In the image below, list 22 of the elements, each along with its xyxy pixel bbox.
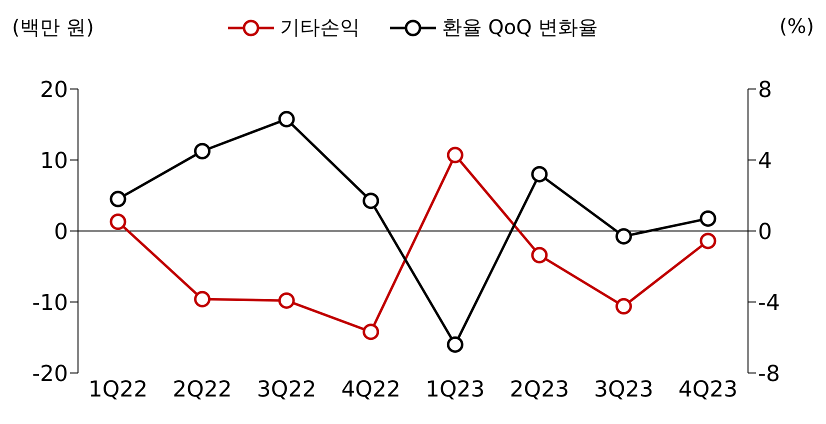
y2-tick-label: 0 <box>758 220 772 245</box>
y-tick-label: 10 <box>40 148 68 174</box>
y2-tick-label: 4 <box>758 148 772 174</box>
y-tick-label: 0 <box>54 220 68 245</box>
legend-label: 환율 QoQ 변화율 <box>440 14 598 41</box>
y2-tick-label: -4 <box>758 290 780 316</box>
y2-tick-label: 8 <box>758 78 772 103</box>
x-tick-label: 2Q22 <box>172 378 232 403</box>
x-tick-label: 3Q23 <box>594 378 654 403</box>
y-tick-label: 20 <box>40 78 68 103</box>
x-tick-label: 2Q23 <box>510 378 570 403</box>
y-tick-label: -10 <box>32 290 68 316</box>
legend-label: 기타손익 <box>278 14 360 41</box>
x-tick-label: 4Q22 <box>341 378 401 403</box>
y2-tick-label: -8 <box>758 362 780 387</box>
x-tick-label: 1Q23 <box>425 378 485 403</box>
x-tick-label: 1Q22 <box>88 378 148 403</box>
x-tick-label: 3Q22 <box>256 378 316 403</box>
y2-axis-title: (%) <box>779 14 814 38</box>
x-tick-label: 4Q23 <box>678 378 738 403</box>
y-tick-label: -20 <box>32 362 68 387</box>
y-axis-title: (백만 원) <box>12 14 94 41</box>
